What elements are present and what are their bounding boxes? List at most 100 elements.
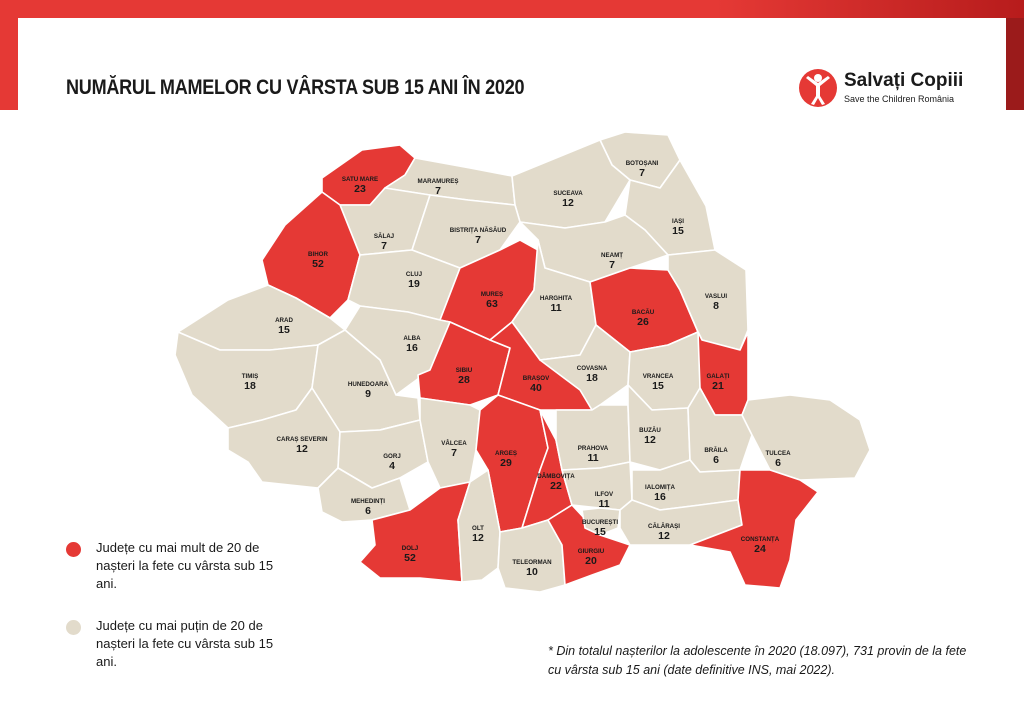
county-label-timis: TIMIȘ [242, 373, 259, 380]
county-value-galati: 21 [712, 380, 724, 392]
county-value-maramures: 7 [435, 185, 441, 197]
legend-swatch-red [66, 542, 81, 557]
county-label-ilfov: ILFOV [595, 491, 614, 498]
county-label-suceava: SUCEAVA [553, 190, 583, 197]
county-label-iasi: IAȘI [672, 218, 684, 225]
county-value-buzau: 12 [644, 434, 656, 446]
county-value-teleorman: 10 [526, 566, 538, 578]
county-value-ialomita: 16 [654, 491, 666, 503]
county-label-mehedinti: MEHEDINȚI [351, 498, 385, 505]
county-value-arad: 15 [278, 324, 290, 336]
county-label-prahova: PRAHOVA [578, 445, 609, 452]
county-label-vrancea: VRANCEA [643, 373, 674, 380]
county-value-gorj: 4 [389, 460, 395, 472]
county-value-covasna: 18 [586, 372, 598, 384]
county-olt [457, 469, 501, 583]
county-value-vaslui: 8 [713, 300, 719, 312]
county-label-sibiu: SIBIU [456, 367, 473, 374]
county-value-constanta: 24 [754, 543, 766, 555]
county-value-brasov: 40 [530, 382, 542, 394]
county-label-olt: OLT [472, 525, 484, 532]
logo-subtitle: Save the Children România [844, 94, 955, 104]
county-giurgiu [547, 504, 631, 586]
right-accent-block [1006, 18, 1024, 110]
logo-name: Salvați Copiii [844, 70, 964, 91]
legend-swatch-beige [66, 620, 81, 635]
county-label-arges: ARGEȘ [495, 450, 517, 457]
county-label-covasna: COVASNA [577, 365, 608, 372]
county-label-calarasi: CĂLĂRAȘI [648, 523, 680, 530]
county-value-bihor: 52 [312, 258, 324, 270]
legend-label-low: Județe cu mai puțin de 20 de nașteri la … [96, 618, 274, 669]
county-label-neamt: NEAMȚ [601, 252, 623, 259]
county-label-cluj: CLUJ [406, 271, 423, 278]
left-accent-block [0, 18, 18, 110]
county-label-maramures: MARAMUREȘ [418, 178, 459, 185]
county-label-giurgiu: GIURGIU [578, 548, 605, 555]
county-value-tulcea: 6 [775, 457, 781, 469]
county-label-vaslui: VASLUI [705, 293, 728, 300]
county-value-braila: 6 [713, 454, 719, 466]
legend-label-high: Județe cu mai mult de 20 de nașteri la f… [96, 540, 274, 591]
county-value-botosani: 7 [639, 167, 645, 179]
county-value-arges: 29 [500, 457, 512, 469]
county-value-dambovita: 22 [550, 480, 562, 492]
county-label-salaj: SĂLAJ [374, 233, 395, 240]
county-value-giurgiu: 20 [585, 555, 597, 567]
county-value-hunedoara: 9 [365, 388, 371, 400]
county-label-tulcea: TULCEA [765, 450, 791, 457]
county-label-galati: GALAȚI [706, 373, 729, 380]
county-value-mures: 63 [486, 298, 498, 310]
county-value-vrancea: 15 [652, 380, 664, 392]
county-value-caras-severin: 12 [296, 443, 308, 455]
county-label-alba: ALBA [403, 335, 421, 342]
county-value-salaj: 7 [381, 240, 387, 252]
county-value-alba: 16 [406, 342, 418, 354]
county-label-bistrita-nasaud: BISTRIȚA NĂSĂUD [450, 227, 507, 234]
county-value-bistrita-nasaud: 7 [475, 234, 481, 246]
county-bucuresti [581, 507, 621, 536]
county-value-harghita: 11 [550, 302, 561, 314]
county-value-prahova: 11 [587, 452, 598, 464]
county-label-dolj: DOLJ [402, 545, 419, 552]
county-label-bucuresti: BUCUREȘTI [582, 519, 618, 526]
county-label-bihor: BIHOR [308, 251, 328, 258]
county-label-valcea: VÂLCEA [441, 440, 467, 447]
county-value-suceava: 12 [562, 197, 574, 209]
county-label-teleorman: TELEORMAN [512, 559, 552, 566]
county-value-mehedinti: 6 [365, 505, 371, 517]
county-value-bacau: 26 [637, 316, 649, 328]
top-accent-bar [0, 0, 1024, 18]
child-figure-icon [799, 69, 837, 107]
county-value-olt: 12 [472, 532, 484, 544]
county-label-arad: ARAD [275, 317, 293, 324]
county-label-dambovita: DÂMBOVIȚA [537, 473, 575, 480]
county-label-constanta: CONSTANȚA [741, 536, 780, 543]
footnote: * Din totalul nașterilor la adolescente … [548, 644, 967, 677]
county-label-buzau: BUZĂU [639, 427, 661, 434]
page-title: NUMĂRUL MAMELOR CU VÂRSTA SUB 15 ANI ÎN … [66, 76, 525, 99]
county-value-iasi: 15 [672, 225, 684, 237]
county-ilfov [561, 461, 633, 511]
county-value-cluj: 19 [408, 278, 420, 290]
county-value-sibiu: 28 [458, 374, 470, 386]
county-tulcea [741, 394, 871, 481]
county-value-dolj: 52 [404, 552, 416, 564]
county-label-brasov: BRAȘOV [523, 375, 550, 382]
county-label-hunedoara: HUNEDOARA [348, 381, 389, 388]
county-label-bacau: BACĂU [632, 309, 655, 316]
county-label-braila: BRĂILA [704, 447, 728, 454]
county-label-caras-severin: CARAȘ SEVERIN [277, 436, 328, 443]
county-value-calarasi: 12 [658, 530, 670, 542]
county-label-harghita: HARGHITA [540, 295, 573, 302]
county-value-bucuresti: 15 [594, 526, 606, 538]
county-value-timis: 18 [244, 380, 256, 392]
county-value-valcea: 7 [451, 447, 457, 459]
logo: Salvați Copiii Save the Children România [798, 66, 978, 114]
county-constanta [689, 469, 819, 589]
county-label-gorj: GORJ [383, 453, 401, 460]
county-label-mures: MUREȘ [481, 291, 503, 298]
county-value-ilfov: 11 [598, 498, 609, 510]
county-label-satu-mare: SATU MARE [342, 176, 378, 183]
